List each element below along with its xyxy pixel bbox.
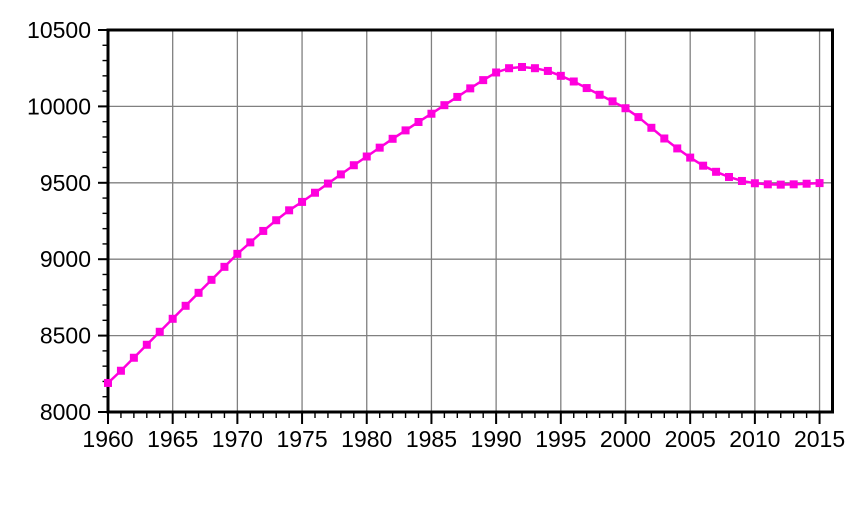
x-tick-label: 1965: [147, 426, 198, 452]
data-point-marker: [763, 180, 772, 189]
data-point-marker: [815, 179, 824, 188]
data-point-marker: [285, 206, 294, 215]
data-point-marker: [660, 134, 669, 143]
data-point-marker: [220, 262, 229, 271]
x-tick-label: 2005: [665, 426, 716, 452]
x-tick-label: 1975: [276, 426, 327, 452]
x-tick-label: 1960: [82, 426, 133, 452]
data-point-marker: [776, 180, 785, 189]
data-point-marker: [336, 170, 345, 179]
data-point-marker: [168, 314, 177, 323]
data-point-marker: [699, 161, 708, 170]
data-point-marker: [298, 197, 307, 206]
data-point-marker: [750, 179, 759, 188]
data-point-marker: [608, 97, 617, 106]
data-point-marker: [388, 134, 397, 143]
data-point-marker: [673, 144, 682, 153]
data-point-marker: [621, 104, 630, 113]
data-point-marker: [272, 216, 281, 225]
data-point-marker: [479, 76, 488, 85]
y-tick-label: 8500: [40, 323, 91, 349]
data-point-marker: [129, 353, 138, 362]
data-point-marker: [466, 84, 475, 93]
data-point-marker: [518, 62, 526, 71]
data-point-marker: [802, 179, 811, 188]
data-point-marker: [634, 113, 643, 122]
data-point-marker: [569, 77, 578, 86]
data-point-marker: [725, 172, 733, 181]
data-point-marker: [104, 378, 112, 387]
x-tick-label: 1980: [341, 426, 392, 452]
data-point-marker: [116, 366, 125, 375]
data-point-marker: [155, 327, 164, 336]
data-point-marker: [505, 64, 514, 73]
x-tick-label: 1985: [406, 426, 457, 452]
data-point-marker: [737, 176, 746, 185]
data-point-marker: [582, 84, 591, 93]
data-point-marker: [712, 167, 721, 176]
data-point-marker: [207, 275, 216, 284]
data-point-marker: [414, 117, 423, 126]
data-point-marker: [194, 288, 203, 297]
data-point-marker: [453, 92, 462, 101]
x-tick-label: 1970: [212, 426, 263, 452]
data-point-marker: [142, 340, 151, 349]
data-point-marker: [323, 179, 332, 188]
y-tick-label: 9000: [40, 246, 91, 272]
data-point-marker: [686, 153, 695, 162]
y-tick-label: 10000: [27, 93, 91, 119]
data-point-marker: [233, 249, 242, 258]
data-point-marker: [246, 238, 255, 247]
data-point-marker: [362, 152, 371, 161]
data-point-marker: [492, 68, 501, 77]
x-tick-label: 2000: [600, 426, 651, 452]
data-point-marker: [375, 143, 384, 152]
data-point-marker: [530, 64, 539, 73]
x-tick-label: 2010: [729, 426, 780, 452]
data-point-marker: [556, 71, 565, 80]
data-point-marker: [349, 161, 358, 170]
y-tick-label: 9500: [40, 170, 91, 196]
data-point-marker: [595, 90, 604, 99]
data-point-marker: [427, 109, 436, 118]
x-tick-label: 1995: [535, 426, 586, 452]
x-tick-label: 2015: [794, 426, 845, 452]
y-tick-label: 8000: [40, 399, 91, 425]
data-point-marker: [311, 188, 319, 197]
data-point-marker: [401, 126, 410, 135]
data-point-marker: [789, 180, 798, 189]
data-point-marker: [181, 301, 190, 310]
data-point-marker: [259, 226, 268, 235]
plot-frame: [106, 28, 834, 414]
data-point-marker: [647, 123, 656, 132]
data-point-marker: [543, 66, 552, 75]
y-tick-label: 10500: [27, 17, 91, 43]
x-tick-label: 1990: [471, 426, 522, 452]
data-point-marker: [440, 101, 449, 110]
